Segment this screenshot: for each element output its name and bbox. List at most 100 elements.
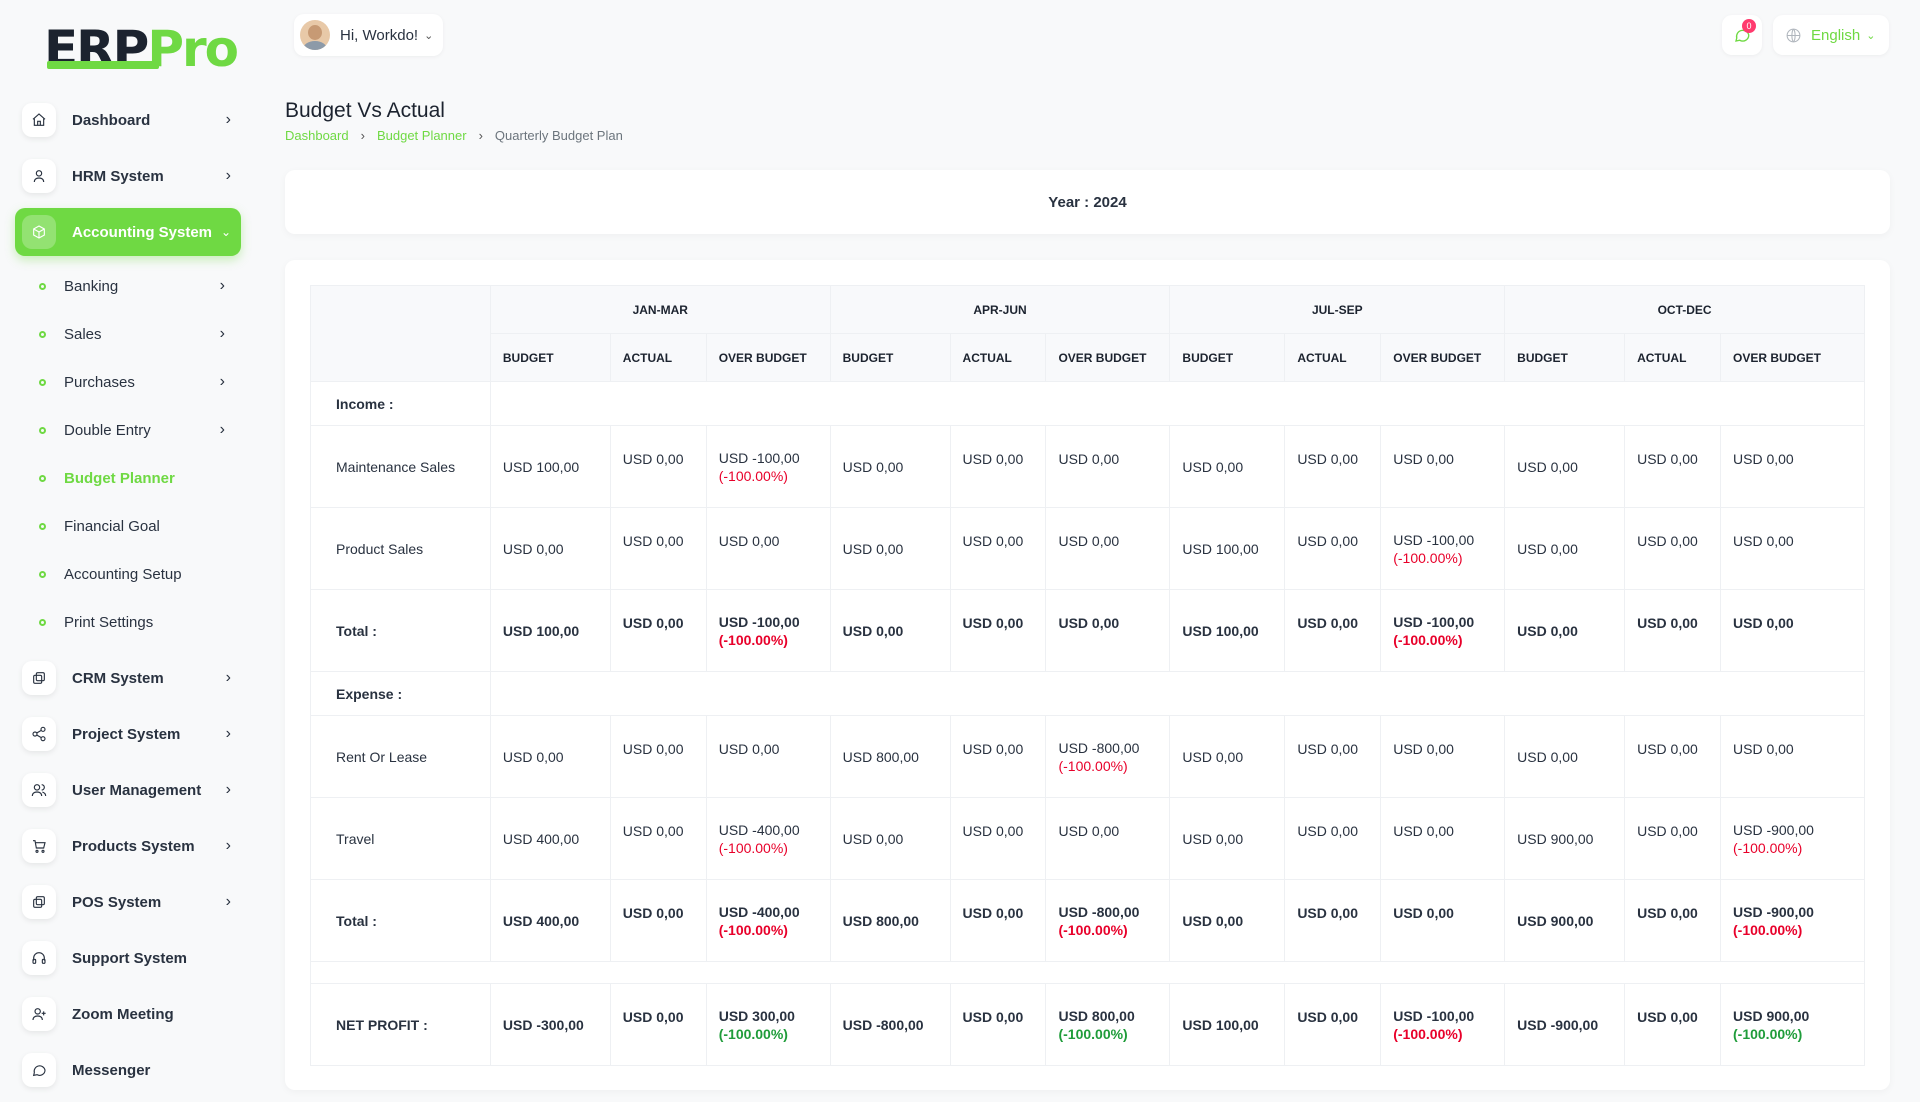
sidebar-item-hrm[interactable]: HRM System › xyxy=(15,152,241,200)
table-row: NET PROFIT : USD -300,00 USD 0,00 USD 300,0… xyxy=(310,983,1865,1066)
sidebar-item-accounting[interactable]: Accounting System ⌄ xyxy=(15,208,241,256)
sidebar-item-label: POS System xyxy=(72,893,162,911)
table-cell: USD 0,00 xyxy=(1504,715,1626,798)
table-cell: USD 0,00 xyxy=(1624,715,1721,798)
cell-value: USD 100,00 xyxy=(1182,622,1259,639)
submenu-item-purchases[interactable]: Purchases › xyxy=(15,358,241,406)
notification-button[interactable]: 0 xyxy=(1722,15,1762,55)
submenu-item-budget-planner[interactable]: Budget Planner xyxy=(15,454,241,502)
table-cell: USD -400,00 (-100.00%) xyxy=(705,879,831,962)
table-cell: USD 0,00 xyxy=(1284,507,1382,590)
expense-section-row: Expense : xyxy=(310,671,1866,716)
cell-value: USD -100,00 xyxy=(718,613,800,630)
cell-value: USD 0,00 xyxy=(842,540,904,557)
bullet-icon xyxy=(39,330,46,338)
table-cell: USD 0,00 xyxy=(1720,589,1865,672)
table-cell: USD 0,00 xyxy=(829,797,951,880)
cell-percentage: (-100.00%) xyxy=(1393,549,1463,566)
cell-value: USD 100,00 xyxy=(1182,540,1259,557)
sidebar-item-crm[interactable]: CRM System › xyxy=(15,654,241,702)
table-cell: USD 0,00 xyxy=(829,507,951,590)
submenu-item-accounting-setup[interactable]: Accounting Setup xyxy=(15,550,241,598)
page-title: Budget Vs Actual xyxy=(285,99,445,122)
bullet-icon xyxy=(39,426,46,434)
table-cell: USD 0,00 xyxy=(1624,589,1721,672)
cell-value: USD -300,00 xyxy=(502,1016,584,1033)
table-cell: USD 900,00 xyxy=(1504,879,1626,962)
sidebar-item-label: Accounting System xyxy=(72,223,213,241)
sidebar-item-pos[interactable]: POS System › xyxy=(15,878,241,926)
user-menu[interactable]: Hi, Workdo! ⌄ xyxy=(294,14,444,56)
budget-table-card: JAN-MAR APR-JUN JUL-SEP OCT-DEC BUDGET A… xyxy=(285,260,1890,1090)
table-cell: USD 0,00 xyxy=(1284,715,1382,798)
section-filler xyxy=(489,381,1866,426)
cell-value: USD 800,00 xyxy=(1058,1007,1135,1024)
cell-value: USD 400,00 xyxy=(502,830,580,847)
breadcrumb-link-dashboard[interactable]: Dashboard xyxy=(285,128,349,143)
sidebar-item-label: Zoom Meeting xyxy=(72,1005,174,1023)
submenu-item-label: Purchases xyxy=(64,373,135,391)
sidebar-item-zoom[interactable]: Zoom Meeting xyxy=(15,990,241,1038)
table-row: Product Sales USD 0,00 USD 0,00 USD 0,00 USD… xyxy=(310,507,1865,590)
users-icon xyxy=(22,773,56,807)
user-greeting: Hi, Workdo! xyxy=(340,26,419,44)
cell-value: USD 0,00 xyxy=(1297,740,1359,757)
table-cell: USD -400,00 (-100.00%) xyxy=(705,797,831,880)
chevron-right-icon: › xyxy=(225,837,231,854)
cell-value: USD 0,00 xyxy=(1297,904,1359,921)
table-cell: USD 0,00 xyxy=(1380,425,1506,508)
table-cell: USD 0,00 xyxy=(609,715,707,798)
cell-value: USD 100,00 xyxy=(502,458,580,475)
avatar xyxy=(300,20,330,50)
submenu-item-label: Financial Goal xyxy=(64,517,160,535)
table-cell: USD -100,00 (-100.00%) xyxy=(1380,589,1506,672)
table-cell: USD -800,00 xyxy=(829,983,951,1066)
cell-value: USD 0,00 xyxy=(622,740,684,757)
table-cell: USD 0,00 xyxy=(1380,797,1506,880)
chevron-right-icon: › xyxy=(225,167,231,184)
table-cell: USD -100,00 (-100.00%) xyxy=(705,589,831,672)
column-header-over-budget: OVER BUDGET xyxy=(705,333,831,382)
cell-value: USD 300,00 xyxy=(718,1007,795,1024)
sidebar-item-project[interactable]: Project System › xyxy=(15,710,241,758)
sidebar-item-label: User Management xyxy=(72,781,202,799)
table-row: Travel USD 400,00 USD 0,00 USD -400,00 (-100… xyxy=(310,797,1865,880)
submenu-item-sales[interactable]: Sales › xyxy=(15,310,241,358)
table-cell: USD -900,00 (-100.00%) xyxy=(1720,879,1865,962)
table-cell: USD 0,00 xyxy=(489,715,611,798)
table-cell: USD 0,00 xyxy=(1624,425,1721,508)
quarter-header: JAN-MAR xyxy=(489,285,831,334)
spacer-row xyxy=(310,961,1865,984)
cell-value: USD 0,00 xyxy=(622,532,684,549)
breadcrumb-link-budget-planner[interactable]: Budget Planner xyxy=(376,128,467,143)
cell-value: USD 0,00 xyxy=(622,450,684,467)
bullet-icon xyxy=(39,522,46,530)
sidebar-item-messenger[interactable]: Messenger xyxy=(15,1046,241,1094)
table-cell: USD 0,00 xyxy=(609,425,707,508)
sidebar-item-support[interactable]: Support System xyxy=(15,934,241,982)
submenu-item-financial-goal[interactable]: Financial Goal xyxy=(15,502,241,550)
submenu-item-double-entry[interactable]: Double Entry › xyxy=(15,406,241,454)
column-header-over-budget: OVER BUDGET xyxy=(1045,333,1171,382)
submenu-item-print-settings[interactable]: Print Settings xyxy=(15,598,241,646)
cell-value: USD 0,00 xyxy=(622,1008,684,1025)
table-cell: USD -900,00 xyxy=(1504,983,1626,1066)
cell-value: USD -800,00 xyxy=(1058,903,1140,920)
table-cell: USD 100,00 xyxy=(489,589,611,672)
sidebar-item-user-management[interactable]: User Management › xyxy=(15,766,241,814)
cell-value: USD 400,00 xyxy=(502,912,580,929)
sidebar-item-products[interactable]: Products System › xyxy=(15,822,241,870)
quarter-header: OCT-DEC xyxy=(1504,285,1865,334)
language-selector[interactable]: English ⌄ xyxy=(1773,15,1889,55)
table-cell: USD 0,00 xyxy=(609,507,707,590)
sidebar-item-dashboard[interactable]: Dashboard › xyxy=(15,96,241,144)
submenu-item-banking[interactable]: Banking › xyxy=(15,262,241,310)
row-label: Rent Or Lease xyxy=(310,715,491,798)
table-cell: USD 0,00 xyxy=(949,425,1047,508)
cell-percentage: (-100.00%) xyxy=(1733,839,1803,856)
cell-value: USD 900,00 xyxy=(1517,912,1594,929)
table-cell: USD 0,00 xyxy=(1624,507,1721,590)
cell-value: USD 0,00 xyxy=(1733,614,1794,631)
cell-value: USD 0,00 xyxy=(962,740,1024,757)
cell-value: USD -100,00 xyxy=(718,449,800,466)
